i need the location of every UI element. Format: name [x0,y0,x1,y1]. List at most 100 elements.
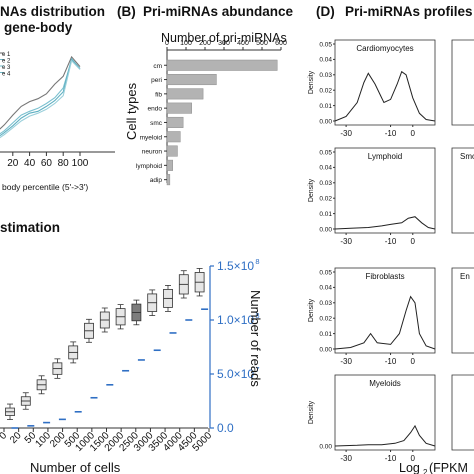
x-tick-label: 0 [165,40,169,47]
partial-subplot-title: En [460,272,470,281]
x-tick-label: -10 [385,357,397,366]
series-line-2 [0,58,81,135]
panel-a-title-line2: gene-body [4,20,73,35]
right-tick-exponent: 7 [255,365,259,374]
legend-entry: e 4 [2,72,11,78]
y-tick-label: 0.04 [319,57,332,64]
panel-d-xlabel-log: Log [399,461,420,474]
right-tick-exponent: 8 [255,311,259,320]
partial-subplot-frame [451,267,474,354]
y-tick-label: 0.01 [319,211,332,218]
panel-c-xlabel: Number of cells [30,460,121,474]
subplot-title: Cardiomyocytes [356,44,413,53]
panel-c-x-ticks: 020 5010020050010001500200025003000350040… [0,428,214,454]
panel-c-boxplots [5,268,205,420]
subplot-title: Lymphoid [368,152,402,161]
panel-a-lines [0,55,81,139]
x-tick-label: 600 [275,40,287,47]
right-tick-label: 1.0×10 [217,313,254,327]
subplot-title: Fibroblasts [365,272,404,281]
x-tick-label: 500 [256,40,268,47]
partial-subplot-title: Smo [460,152,474,161]
panel-a-title-line1: NAs distribution [0,4,105,19]
right-tick-label: 5.0×10 [217,367,254,381]
category-label: lymphoid [136,163,162,170]
partial-subplot-frame [451,374,474,451]
panel-d-subplots: Cardiomyocytes 0.05 0.04 0.03 0.02 0.01 0.00 De… [308,39,474,463]
panel-c-reads-markers [11,308,209,429]
subplot-frame [334,374,436,451]
category-label: myeloid [140,134,163,141]
y-tick-label: 0.03 [319,300,332,307]
y-tick-label: 0.01 [319,103,332,110]
panel-a-legend: e 1e 2e 3e 4 [0,52,11,78]
panel-d-xlabel: Log 2 (FPKM [399,461,468,474]
x-tick-label: 0 [411,129,416,138]
y-tick-label: 0.00 [319,118,332,125]
x-tick-label: 0 [0,430,9,442]
category-label: neuron [142,149,163,156]
density-curve [334,216,436,230]
y-tick-label: 0.03 [319,72,332,79]
category-label: endo [148,106,163,113]
x-tick-label: -10 [385,454,397,463]
panel-d: (D) Pri-miRNAs profiles Cardiomyocytes 0.… [308,4,474,474]
bar [166,116,184,128]
panel-b-chart-title: Number of pri-miRNAs [161,31,287,45]
series-line-1 [0,55,81,130]
subplot-cardiomyocytes: Cardiomyocytes 0.05 0.04 0.03 0.02 0.01 0.00 De… [308,39,436,138]
partial-subplot-frame [451,39,474,126]
partial-subplot-frame [451,147,474,234]
x-tick-label: 40 [24,158,36,169]
x-tick-label: -10 [385,129,397,138]
x-tick-label: 20 [7,158,19,169]
density-curve [334,295,436,350]
y-tick-label: 0.05 [319,149,332,156]
y-tick-label: 0.00 [319,226,332,233]
y-tick-label: 0.05 [319,41,332,48]
bar [166,174,171,186]
subplot-frame [334,147,436,234]
y-tick-label: 0.02 [319,316,332,323]
x-tick-label: -30 [340,237,352,246]
panel-b-title: Pri-miRNAs abundance [143,4,294,19]
x-tick-label: 0 [411,237,416,246]
panel-b-letter: (B) [117,4,136,19]
right-tick-exponent: 8 [255,257,259,266]
bar [166,88,204,100]
bar [166,102,192,114]
panel-c: stimation 0.05.0×10 71.0×10 81.5×10 8 020 50… [0,220,263,474]
bar [166,145,178,157]
panel-a-x-ticks: 20 40 60 80 100 [7,152,89,169]
legend-entry: e 1 [2,52,11,58]
panel-b: (B) Pri-miRNAs abundance Number of pri-m… [117,4,294,186]
subplot-ylabel: Density [308,400,315,424]
x-tick-label: 200 [199,40,211,47]
subplot-lymphoid: Lymphoid 0.05 0.04 0.03 0.02 0.01 0.00 Density -… [308,147,436,246]
y-tick-label: 0.05 [319,269,332,276]
subplot-myeloids: Myeloids 0.00 Density -30 -10 0 [308,374,436,463]
y-tick-label: 0.04 [319,165,332,172]
x-tick-label: 0 [411,357,416,366]
category-label: smc [150,120,163,127]
x-tick-label: 400 [237,40,249,47]
x-tick-label: -30 [340,454,352,463]
x-tick-label: 100 [180,40,192,47]
panel-b-bars: cm peri fib endo smc myeloid neuron lymphoid adi… [136,59,278,186]
subplot-fibroblasts: Fibroblasts 0.05 0.04 0.03 0.02 0.01 0.00 Densi… [308,267,436,366]
y-tick-label: 0.02 [319,196,332,203]
category-label: fib [155,91,162,98]
legend-entry: e 3 [2,65,11,71]
y-tick-label: 0.00 [319,443,332,450]
panel-d-letter: (D) [316,4,335,19]
panel-c-title: stimation [0,220,60,235]
category-label: cm [153,63,162,70]
panel-a: NAs distribution gene-body e 1e 2e 3e 4 … [0,4,115,192]
right-tick-label: 0.0 [217,421,234,435]
panel-d-xlabel-sub: 2 [423,468,428,474]
panel-d-title: Pri-miRNAs profiles [345,4,473,19]
density-curve [334,70,436,122]
bar [166,59,278,71]
x-tick-label: -30 [340,357,352,366]
